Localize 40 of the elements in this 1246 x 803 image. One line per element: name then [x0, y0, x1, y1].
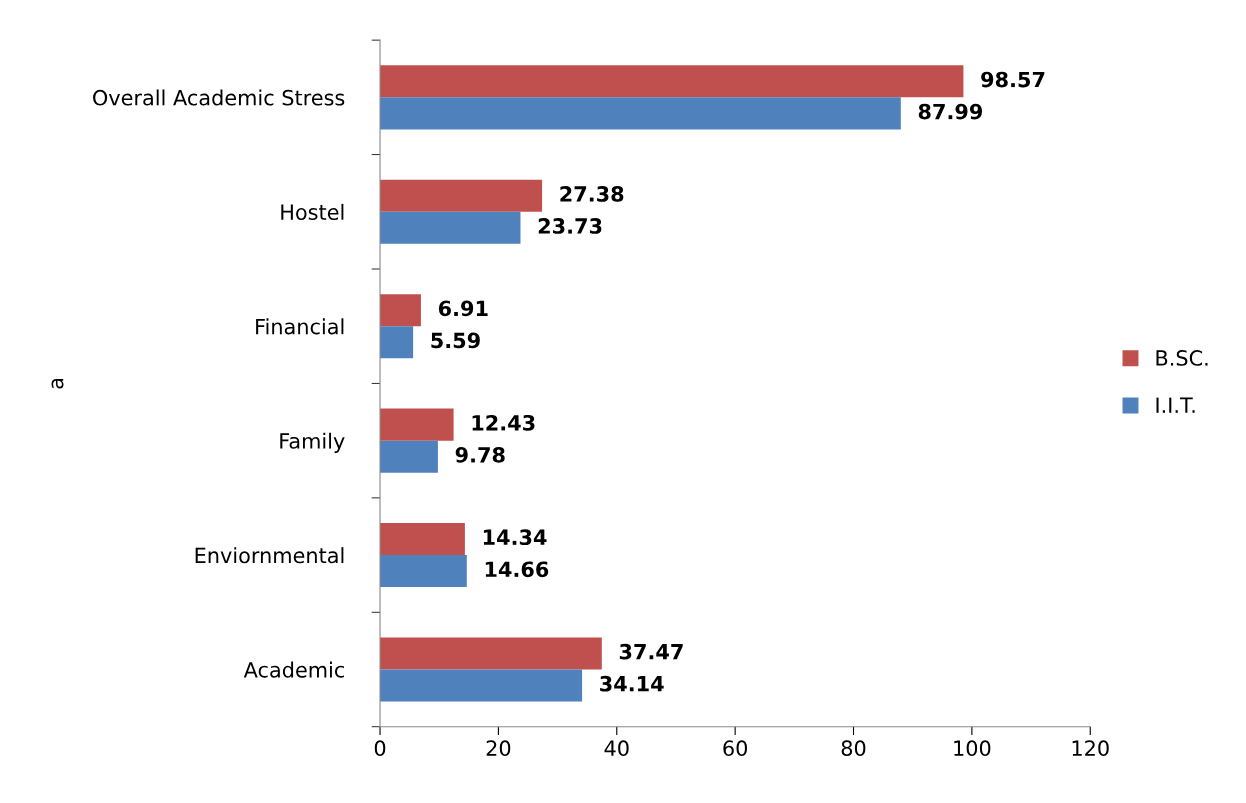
x-tick-label: 100 — [954, 740, 991, 757]
legend-label: I.I.T. — [1156, 397, 1195, 413]
data-label: 27.38 — [560, 186, 624, 202]
y-tick-label: Family — [280, 432, 345, 453]
bar — [380, 440, 438, 473]
x-tick-label: 60 — [723, 740, 748, 757]
data-label: 14.34 — [483, 529, 547, 546]
bar — [380, 408, 454, 441]
data-label: 6.91 — [438, 300, 488, 317]
y-tick-label: Hostel — [281, 203, 344, 220]
data-label: 14.66 — [485, 561, 549, 578]
x-tick-label: 20 — [486, 740, 511, 757]
bar — [380, 326, 414, 359]
bar — [380, 294, 421, 327]
bar — [380, 669, 583, 702]
y-tick-label: Financial — [256, 318, 344, 335]
y-tick-label: Overall Academic Stress — [93, 89, 345, 106]
y-tick-label: Academic — [243, 661, 345, 678]
data-label: 23.73 — [538, 218, 602, 234]
x-tick-label: 40 — [604, 740, 629, 757]
y-tick-label: Enviornmental — [195, 547, 344, 564]
bar — [380, 523, 465, 556]
bar — [380, 179, 543, 212]
bar — [380, 637, 602, 670]
x-tick-label: 80 — [841, 740, 866, 757]
bar — [380, 97, 901, 130]
x-tick-label: 120 — [1072, 740, 1109, 757]
x-tick-label: 0 — [374, 740, 386, 757]
data-label: 9.78 — [455, 446, 505, 463]
data-label: 12.43 — [472, 414, 535, 431]
data-label: 5.59 — [431, 332, 480, 349]
data-label: 98.57 — [981, 71, 1045, 88]
legend-label: B.SC. — [1156, 350, 1208, 366]
bar — [380, 65, 964, 98]
data-label: 87.99 — [918, 103, 983, 120]
data-label: 34.14 — [600, 675, 664, 692]
bar — [380, 211, 521, 244]
y-axis-title: a — [51, 378, 64, 389]
data-label: 37.47 — [619, 643, 683, 660]
bar — [380, 555, 467, 588]
